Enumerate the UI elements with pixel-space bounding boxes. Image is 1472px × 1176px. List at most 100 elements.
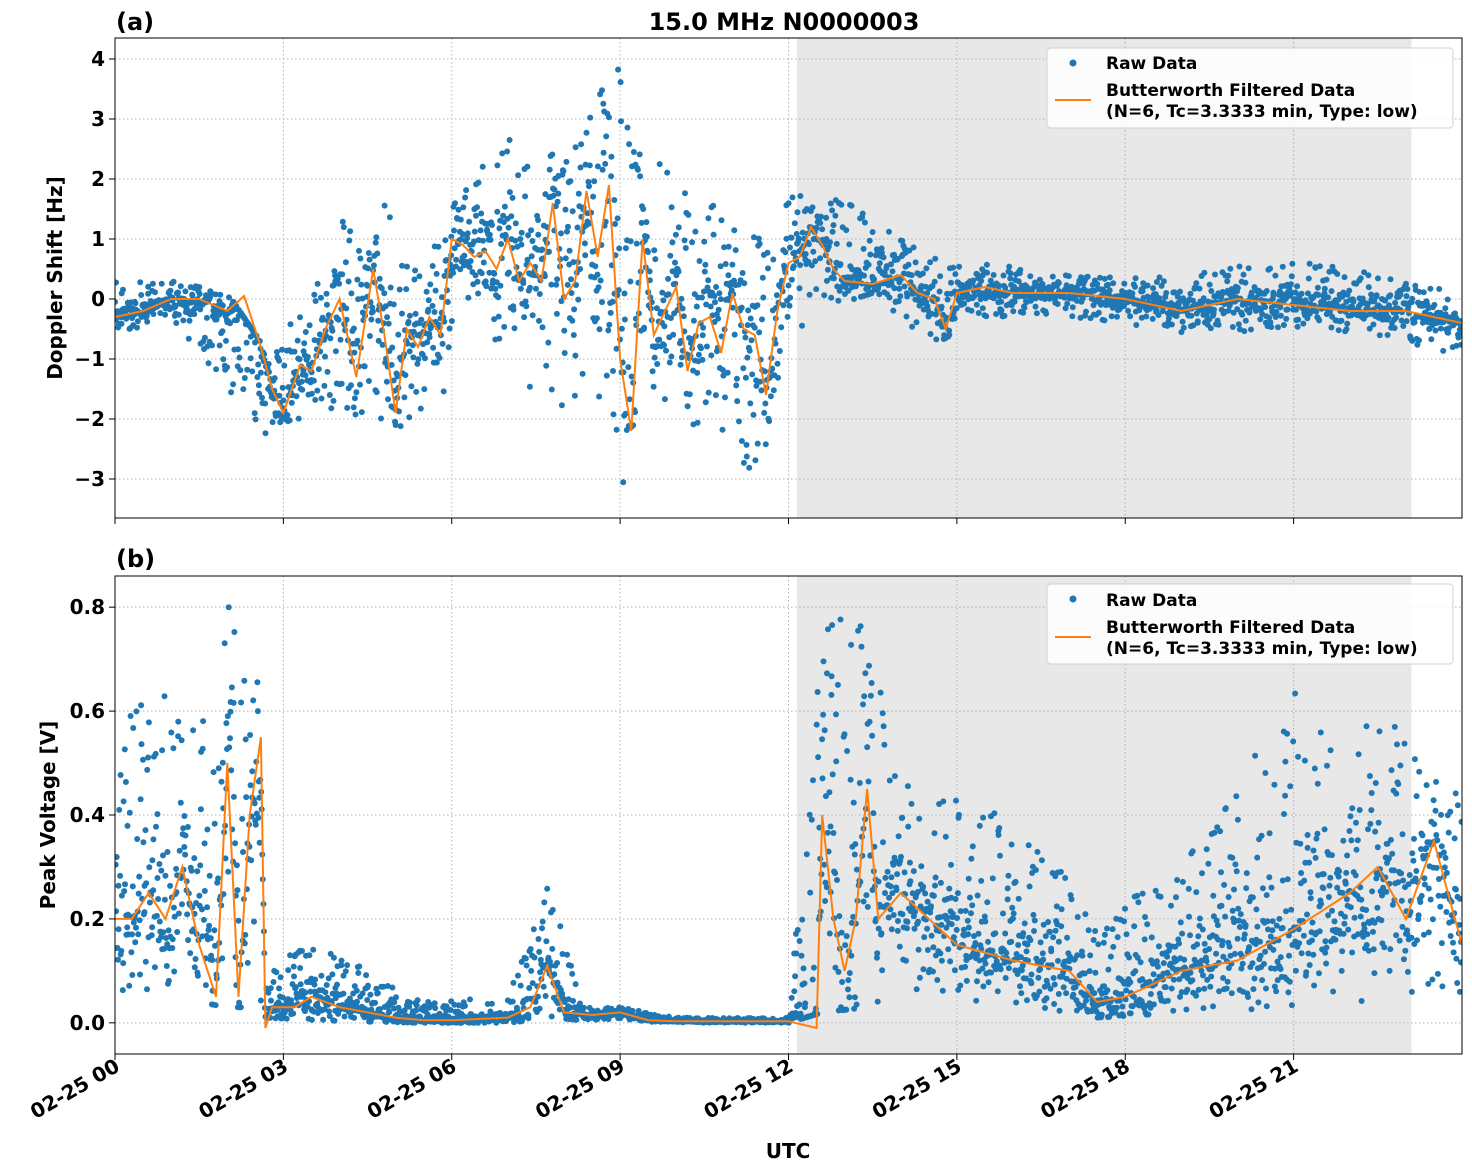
raw-point: [113, 280, 119, 286]
raw-point: [894, 871, 900, 877]
raw-point: [462, 1003, 468, 1009]
raw-point: [829, 622, 835, 628]
raw-point: [1171, 977, 1177, 983]
raw-point: [620, 479, 626, 485]
raw-point: [1212, 272, 1218, 278]
raw-point: [331, 955, 337, 961]
raw-point: [818, 214, 824, 220]
raw-point: [1404, 286, 1410, 292]
raw-point: [939, 304, 945, 310]
raw-point: [1271, 782, 1277, 788]
raw-point: [167, 883, 173, 889]
raw-point: [1013, 1000, 1019, 1006]
raw-point: [952, 967, 958, 973]
raw-point: [355, 338, 361, 344]
raw-point: [573, 981, 579, 987]
raw-point: [733, 247, 739, 253]
raw-point: [982, 919, 988, 925]
raw-point: [723, 261, 729, 267]
raw-point: [683, 245, 689, 251]
raw-point: [1298, 870, 1304, 876]
raw-point: [1087, 968, 1093, 974]
raw-point: [346, 238, 352, 244]
raw-point: [1237, 264, 1243, 270]
raw-point: [938, 880, 944, 886]
legend-filtered-params-a: (N=6, Tc=3.3333 min, Type: low): [1106, 102, 1418, 122]
raw-point: [175, 719, 181, 725]
raw-point: [1207, 984, 1213, 990]
raw-point: [741, 460, 747, 466]
raw-point: [731, 227, 737, 233]
raw-point: [1272, 273, 1278, 279]
raw-point: [328, 405, 334, 411]
raw-point: [1259, 977, 1265, 983]
raw-point: [255, 708, 261, 714]
raw-point: [961, 301, 967, 307]
raw-point: [363, 972, 369, 978]
raw-point: [153, 824, 159, 830]
raw-point: [1257, 939, 1263, 945]
raw-point: [1070, 304, 1076, 310]
raw-point: [975, 893, 981, 899]
raw-point: [366, 250, 372, 256]
raw-point: [339, 381, 345, 387]
raw-point: [343, 305, 349, 311]
raw-point: [1387, 292, 1393, 298]
raw-point: [795, 927, 801, 933]
raw-point: [1262, 949, 1268, 955]
raw-point: [1092, 928, 1098, 934]
raw-point: [1311, 848, 1317, 854]
raw-point: [1026, 842, 1032, 848]
raw-point: [1288, 907, 1294, 913]
raw-point: [844, 748, 850, 754]
raw-point: [807, 890, 813, 896]
raw-point: [1225, 979, 1231, 985]
raw-point: [830, 830, 836, 836]
raw-point: [1115, 934, 1121, 940]
raw-point: [1224, 986, 1230, 992]
raw-point: [128, 949, 134, 955]
raw-point: [797, 262, 803, 268]
raw-point: [934, 977, 940, 983]
raw-point: [765, 265, 771, 271]
raw-point: [315, 281, 321, 287]
raw-point: [329, 328, 335, 334]
raw-point: [367, 992, 373, 998]
raw-point: [1058, 923, 1064, 929]
raw-point: [716, 307, 722, 313]
raw-point: [166, 978, 172, 984]
raw-point: [1358, 275, 1364, 281]
raw-point: [611, 197, 617, 203]
raw-point: [702, 269, 708, 275]
raw-point: [618, 79, 624, 85]
raw-point: [1366, 284, 1372, 290]
raw-point: [121, 888, 127, 894]
raw-point: [498, 241, 504, 247]
raw-point: [1037, 966, 1043, 972]
raw-point: [822, 727, 828, 733]
raw-point: [1261, 961, 1267, 967]
raw-point: [491, 271, 497, 277]
raw-point: [168, 730, 174, 736]
raw-point: [430, 303, 436, 309]
raw-point: [1180, 319, 1186, 325]
raw-point: [1133, 275, 1139, 281]
raw-point: [1194, 941, 1200, 947]
raw-point: [809, 817, 815, 823]
raw-point: [371, 262, 377, 268]
raw-point: [1178, 919, 1184, 925]
raw-point: [882, 890, 888, 896]
raw-point: [314, 388, 320, 394]
raw-point: [1062, 875, 1068, 881]
raw-point: [1188, 313, 1194, 319]
raw-point: [171, 905, 177, 911]
raw-point: [526, 985, 532, 991]
raw-point: [1035, 975, 1041, 981]
raw-point: [869, 680, 875, 686]
raw-point: [196, 893, 202, 899]
raw-point: [1001, 273, 1007, 279]
raw-point: [1104, 987, 1110, 993]
raw-point: [139, 741, 145, 747]
raw-point: [327, 392, 333, 398]
raw-point: [733, 382, 739, 388]
